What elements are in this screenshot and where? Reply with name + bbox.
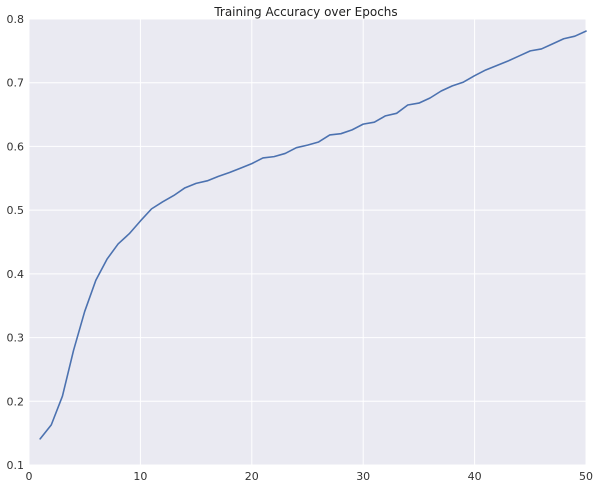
x-tick-label: 10 <box>133 470 147 483</box>
y-tick-label: 0.7 <box>7 77 25 90</box>
grid-lines <box>28 18 587 466</box>
y-tick-label: 0.4 <box>7 268 25 281</box>
series-layer <box>39 30 587 440</box>
accuracy-series-line <box>39 30 587 440</box>
x-tick-label: 50 <box>579 470 593 483</box>
x-tick-label: 40 <box>468 470 482 483</box>
plot-area <box>29 19 586 465</box>
y-tick-label: 0.5 <box>7 204 25 217</box>
y-axis-ticks: 0.1 0.2 0.3 0.4 0.5 0.6 0.7 0.8 <box>7 13 25 472</box>
y-tick-label: 0.6 <box>7 140 25 153</box>
y-tick-label: 0.3 <box>7 332 25 345</box>
y-tick-label: 0.1 <box>7 459 25 472</box>
x-tick-label: 0 <box>26 470 33 483</box>
x-tick-label: 30 <box>356 470 370 483</box>
x-axis-ticks: 0 10 20 30 40 50 <box>26 470 594 483</box>
chart-title: Training Accuracy over Epochs <box>213 5 397 19</box>
y-tick-label: 0.2 <box>7 395 25 408</box>
x-tick-label: 20 <box>245 470 259 483</box>
y-tick-label: 0.8 <box>7 13 25 26</box>
